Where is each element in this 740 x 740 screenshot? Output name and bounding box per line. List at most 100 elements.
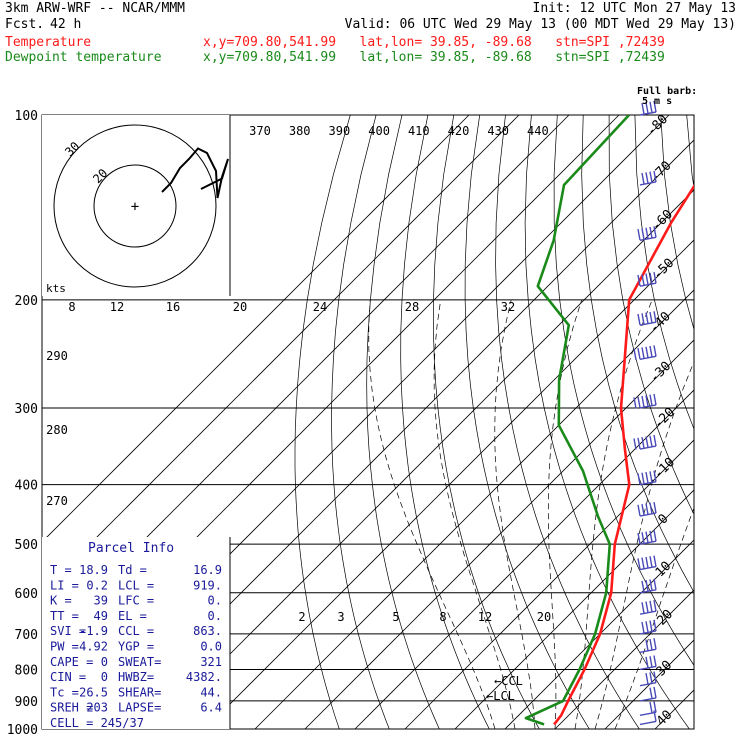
wind-barb: [637, 226, 657, 242]
dry-adiabat: [581, 115, 694, 593]
speed-axis-label: 16: [166, 300, 180, 314]
isotherm-tick-label: 20: [654, 607, 676, 629]
wind-barb-staff: [639, 697, 657, 702]
wind-barb-staff: [639, 665, 657, 671]
isotherm-tick-label: 40: [654, 708, 676, 730]
dry-adiabat: [608, 115, 694, 516]
wind-barb-flag: [645, 601, 649, 613]
dry-adiabat: [464, 115, 590, 729]
wind-barb-flag: [641, 437, 645, 449]
wind-barb-flag: [645, 556, 649, 569]
wind-barb-flag: [653, 272, 657, 284]
wind-barb-flag: [653, 671, 657, 683]
parcel-row-value: 0.: [208, 609, 222, 623]
moist-adiabat: [547, 299, 583, 729]
wind-barb-flag: [653, 686, 657, 699]
wind-barb-flag: [649, 687, 653, 699]
wind-barb: [639, 686, 657, 702]
wind-barb-flag: [649, 394, 653, 406]
wind-barb-flag: [637, 396, 641, 408]
hodo-center-mark: +: [131, 199, 139, 215]
parcel-row-label: LI =: [50, 578, 79, 592]
parcel-row-value: 203: [86, 701, 108, 715]
wind-barb-staff: [639, 512, 657, 517]
wind-barb-flag: [641, 347, 645, 359]
moist-adiabat: [594, 361, 694, 729]
moist-adiabat: [494, 299, 536, 729]
wind-barb: [639, 170, 657, 186]
barb-note-line2: 5 m s: [642, 96, 672, 107]
wind-barb-flag: [653, 530, 657, 542]
wind-barb-flag: [649, 311, 653, 324]
wind-barb-flag: [653, 501, 657, 514]
isotherm-tick-label: 0: [656, 511, 672, 527]
hodo-ring: [53, 124, 217, 288]
isotherm-line: [304, 339, 694, 729]
wind-barb: [639, 578, 657, 594]
theta-e-label: 370: [249, 124, 271, 138]
wind-barb-flag: [645, 273, 649, 285]
wind-barb-flag: [653, 311, 657, 323]
dewpoint-location: x,y=709.80,541.99 lat,lon= 39.85, -89.68…: [203, 50, 665, 65]
wind-barb-staff: [639, 404, 657, 409]
moist-adiabat: [614, 507, 694, 729]
wind-barb-flag: [641, 102, 645, 115]
wind-barb-flag: [633, 438, 637, 450]
speed-axis-label: 28: [405, 300, 419, 314]
parcel-row-value: 4.92: [79, 640, 108, 654]
wind-barb: [633, 393, 657, 409]
wind-barb-flag: [641, 472, 645, 484]
mixing-ratio-label: 12: [478, 610, 492, 624]
wind-barb-flag: [653, 578, 657, 590]
isotherm-line: [154, 189, 694, 729]
isotherm-tick-label: -30: [647, 359, 674, 386]
mixing-ratio-label: 2: [298, 610, 305, 624]
dry-adiabat: [713, 115, 740, 729]
wind-barb-flag: [641, 172, 645, 185]
isotherm-line: [254, 289, 694, 729]
theta-e-label: 390: [329, 124, 351, 138]
theta-e-label: 380: [289, 124, 311, 138]
wind-barb-flag: [637, 348, 641, 360]
wind-barb-flag: [633, 348, 637, 360]
pressure-tick-label: 100: [15, 109, 38, 124]
isotherm-tick-label: -80: [644, 112, 671, 139]
wind-barb-staff: [639, 565, 657, 571]
dewpoint-trace: [524, 115, 630, 726]
wind-barb: [639, 671, 657, 687]
parcel-row-value: 39: [94, 594, 108, 608]
dry-adiabat: [553, 115, 694, 666]
speed-axis-label: 32: [501, 300, 515, 314]
isotherm-tick-label: -20: [651, 405, 678, 432]
parcel-row-value: 0.0: [200, 640, 222, 654]
wind-barb-flag: [653, 555, 657, 567]
dry-adiabat: [495, 115, 640, 729]
wind-barb-flag: [637, 473, 641, 485]
pressure-tick-label: 300: [15, 402, 38, 417]
wind-barb-flag: [645, 639, 649, 651]
wind-barb: [637, 530, 657, 545]
parcel-row-value: 919.: [193, 578, 222, 592]
parcel-row-value: 4382.: [186, 670, 222, 684]
parcel-row-label: TT =: [50, 609, 79, 623]
lcl-marker-label: ←LCL: [486, 689, 515, 703]
wind-barb-flag: [653, 600, 657, 612]
parcel-row-value: 44.: [200, 685, 222, 699]
wind-barb-flag: [637, 504, 641, 516]
wind-barb-flag: [653, 393, 657, 406]
wind-barb-staff: [639, 111, 657, 116]
plot-frame: [41, 114, 695, 730]
theta-e-label: 400: [368, 124, 390, 138]
parcel-row-label: LCL =: [118, 578, 154, 592]
theta-e-label: 430: [487, 124, 509, 138]
mixing-ratio-label: 20: [537, 610, 551, 624]
parcel-box-background: [42, 537, 230, 729]
parcel-row-value: 0: [101, 655, 108, 669]
wind-barb: [637, 311, 657, 326]
parcel-info-title: Parcel Info: [88, 541, 174, 556]
theta-label: 290: [46, 349, 68, 363]
wind-barb-flag: [649, 556, 653, 568]
wind-barb-flag: [645, 227, 649, 239]
wind-barb: [637, 555, 657, 571]
